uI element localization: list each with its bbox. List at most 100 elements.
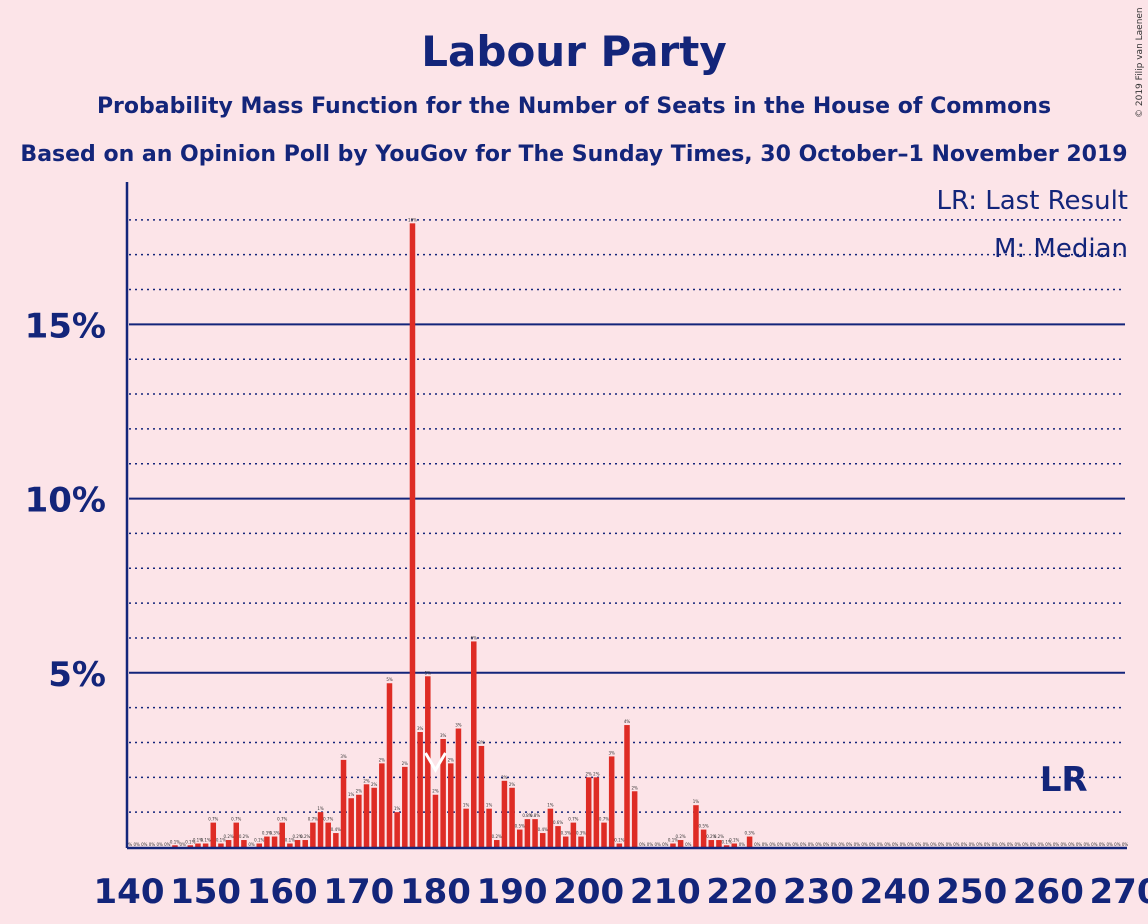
bar-value-label: 0.2% [714,834,724,839]
bar-value-label: 0.1% [170,839,180,844]
bar [402,766,408,847]
bar-value-label: 0% [999,842,1006,847]
bar-value-label: 0% [1015,842,1022,847]
bar-value-label: 0.1% [254,838,264,843]
bar-value-label: 0.3% [262,831,272,836]
bar-value-label: 0% [792,842,799,847]
bar-value-label: 0.7% [568,817,578,822]
bar-value-label: 0% [1045,842,1052,847]
bar [409,223,416,848]
bar-value-label: 0.7% [599,817,609,822]
bar [723,845,730,847]
bar-value-label: 0.2% [239,834,249,839]
y-tick-label: 10% [25,481,106,521]
bar-value-label: 0% [992,842,999,847]
bar-value-label: 0.3% [561,831,571,836]
bar-value-label: 0.1% [668,838,678,843]
bar-value-label: 0% [785,842,792,847]
bar-value-label: 2% [379,757,386,762]
bar [693,805,699,847]
legend-median: M: Median [994,234,1128,264]
bar-value-label: 0% [1022,842,1029,847]
bar-value-label: 1% [463,803,470,808]
bar [256,843,263,847]
bar-value-label: 0% [907,842,914,847]
bar-value-label: 0.1% [614,838,624,843]
bar-value-label: 0% [900,842,907,847]
bar [394,812,400,847]
bar-value-label: 0.2% [492,834,502,839]
bar-value-label: 0% [969,842,976,847]
bar-value-label: 0% [823,842,830,847]
bar-value-label: 0% [953,842,960,847]
bar [746,836,753,847]
bar-value-label: 0.2% [224,834,234,839]
bar-value-label: 0.1% [201,838,211,843]
bar [509,787,515,847]
bar-value-label: 0.7% [277,817,287,822]
bar [379,763,385,847]
bar-value-label: 1% [693,799,700,804]
bar [294,840,301,847]
bar [225,840,232,847]
bar [593,777,600,847]
axes [125,182,1127,850]
bar-value-label: 3% [440,733,447,738]
bar-value-label: 4% [624,719,631,724]
bar-value-label: 0% [976,842,983,847]
bar-value-label: 0% [961,842,968,847]
bar-value-label: 0.1% [729,838,739,843]
bar [486,808,492,847]
bar-value-label: 0.1% [722,839,732,844]
bar [310,822,316,847]
x-tick-label: 210 [630,872,701,912]
bar-value-label: 0.5% [515,824,525,829]
bar-value-label: 0% [685,842,692,847]
bar-value-label: 0% [1106,842,1113,847]
bar-value-label: 0% [126,842,133,847]
bar-value-label: 0% [1061,842,1068,847]
chart-subtitle-poll: Based on an Opinion Poll by YouGov for T… [20,142,1127,167]
bar-value-label: 0% [164,842,171,847]
x-tick-label: 140 [94,872,165,912]
bar [425,676,431,847]
bar-value-label: 6% [471,635,478,640]
copyright-note: © 2019 Filip van Laenen [1135,7,1145,118]
bar [631,791,638,847]
bar-value-label: 1% [348,792,355,797]
bar [264,836,270,847]
x-tick-label: 260 [1013,872,1084,912]
bar [670,843,676,847]
bar-value-label: 2% [402,761,409,766]
bar-value-label: 0% [141,842,148,847]
bar-value-label: 0% [938,842,945,847]
bar-value-label: 2% [501,775,508,780]
bar [386,683,393,847]
bar-value-label: 0% [884,842,891,847]
bar [363,784,370,847]
x-tick-label: 200 [553,872,624,912]
chart-title: Labour Party [421,27,726,76]
bar-value-label: 3% [608,750,615,755]
bar-value-label: 2% [631,785,638,790]
bar [539,833,546,847]
bar-value-label: 0% [800,842,807,847]
bar [578,836,584,847]
bar [700,829,707,847]
bar-value-label: 0% [654,842,661,847]
bar [562,836,569,847]
bar [440,738,446,847]
x-tick-label: 270 [1090,872,1148,912]
bar-value-label: 3% [455,723,462,728]
bar-value-label: 0% [923,842,930,847]
bar-value-label: 0.1% [285,838,295,843]
x-tick-label: 150 [170,872,241,912]
bar [624,725,630,847]
bar [195,843,201,847]
bar [547,808,554,847]
bar-value-label: 18% [408,217,417,222]
bar [616,843,623,847]
bar-value-label: 0% [639,842,646,847]
bar [233,822,240,847]
